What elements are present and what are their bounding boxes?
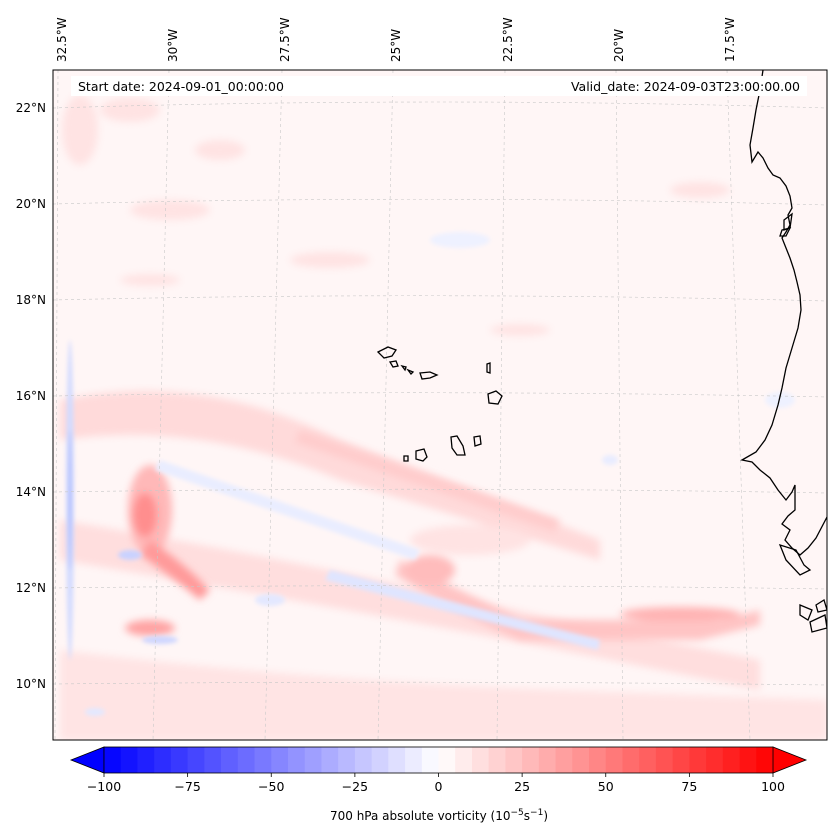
negative-patches <box>66 232 795 716</box>
colorbar-bin <box>689 747 707 773</box>
colorbar-bin <box>488 747 506 773</box>
colorbar-bin <box>371 747 389 773</box>
lon-label: 30°W <box>166 29 180 62</box>
colorbar-bin <box>538 747 556 773</box>
colorbar-bin <box>438 747 456 773</box>
colorbar-bin <box>388 747 406 773</box>
colorbar-bin <box>672 747 690 773</box>
lat-label: 10°N <box>16 677 46 691</box>
colorbar-bin <box>505 747 523 773</box>
colorbar-bin <box>522 747 540 773</box>
colorbar-bin <box>605 747 623 773</box>
colorbar: −100 −75 −50 −25 0 25 50 75 100 700 hPa absolute… <box>69 746 808 823</box>
longitude-labels: 32.5°W 30°W 27.5°W 25°W 22.5°W 20°W 17.5… <box>55 17 737 62</box>
colorbar-bin <box>722 747 740 773</box>
colorbar-tick-label: 100 <box>761 779 785 794</box>
colorbar-bin <box>706 747 724 773</box>
colorbar-extend-min <box>69 746 105 774</box>
latitude-labels: 22°N 20°N 18°N 16°N 14°N 12°N 10°N <box>16 101 46 691</box>
colorbar-tick-label: 25 <box>514 779 530 794</box>
vorticity-field <box>60 95 827 740</box>
colorbar-bin <box>104 747 122 773</box>
colorbar-tick-label: 50 <box>598 779 614 794</box>
map-panel: Start date: 2024-09-01_00:00:00 Valid_da… <box>52 69 828 741</box>
colorbar-bin <box>271 747 289 773</box>
colorbar-bin <box>221 747 239 773</box>
lat-label: 16°N <box>16 389 46 403</box>
colorbar-bin <box>170 747 189 773</box>
lat-label: 20°N <box>16 197 46 211</box>
colorbar-bin <box>589 747 607 773</box>
colorbar-tick-label: −100 <box>87 779 121 794</box>
colorbar-bin <box>304 747 322 773</box>
colorbar-tick-label: −25 <box>342 779 368 794</box>
colorbar-tick-label: 75 <box>681 779 697 794</box>
colorbar-ticks: −100 −75 −50 −25 0 25 50 75 100 <box>87 773 785 794</box>
colorbar-bin <box>405 747 423 773</box>
colorbar-bin <box>622 747 640 773</box>
lat-label: 22°N <box>16 101 46 115</box>
colorbar-bin <box>120 747 138 773</box>
colorbar-bin <box>555 747 573 773</box>
lon-label: 27.5°W <box>278 17 292 62</box>
colorbar-bin <box>455 747 473 773</box>
colorbar-bin <box>321 747 339 773</box>
colorbar-bin <box>137 747 155 773</box>
map-frame <box>52 69 828 741</box>
start-date-label: Start date: 2024-09-01_00:00:00 <box>78 79 284 94</box>
colorbar-tick-label: 0 <box>435 779 443 794</box>
colorbar-bin <box>154 747 172 773</box>
lon-label: 17.5°W <box>723 17 737 62</box>
colorbar-bin <box>572 747 590 773</box>
colorbar-bin <box>287 747 306 773</box>
colorbar-bin <box>655 747 674 773</box>
lon-label: 25°W <box>389 29 403 62</box>
lat-label: 14°N <box>16 485 46 499</box>
header-band <box>71 76 807 96</box>
coastline <box>376 70 827 633</box>
valid-date-label: Valid_date: 2024-09-03T23:00:00.00 <box>571 79 800 94</box>
colorbar-bin <box>739 747 757 773</box>
colorbar-bin <box>254 747 272 773</box>
colorbar-bin <box>237 747 255 773</box>
colorbar-bin <box>639 747 657 773</box>
lon-label: 20°W <box>612 29 626 62</box>
lat-label: 12°N <box>16 581 46 595</box>
colorbar-bin <box>187 747 205 773</box>
graticule <box>53 70 827 740</box>
colorbar-tick-label: −50 <box>258 779 284 794</box>
colorbar-bin <box>354 747 372 773</box>
lon-label: 22.5°W <box>501 17 515 62</box>
colorbar-bin <box>421 747 439 773</box>
colorbar-bin <box>471 747 490 773</box>
africa-coastline <box>740 70 827 556</box>
lat-label: 18°N <box>16 293 46 307</box>
colorbar-tick-label: −75 <box>174 779 200 794</box>
colorbar-bin <box>204 747 222 773</box>
colorbar-bins <box>104 747 774 773</box>
lon-label: 32.5°W <box>55 17 69 62</box>
colorbar-extend-max <box>772 746 808 774</box>
light-positive-patches <box>60 95 827 740</box>
colorbar-label: 700 hPa absolute vorticity (10−5s−1) <box>330 808 548 823</box>
cape-verde-islands <box>376 346 503 462</box>
colorbar-bin <box>338 747 356 773</box>
colorbar-bin <box>756 747 774 773</box>
